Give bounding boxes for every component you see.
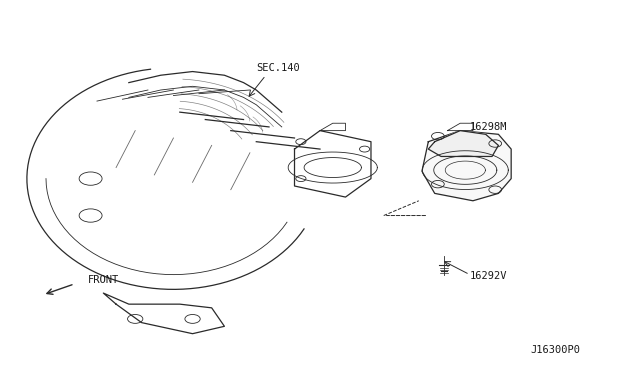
Text: J16300P0: J16300P0 <box>531 345 580 355</box>
Text: FRONT: FRONT <box>88 275 118 285</box>
Polygon shape <box>422 131 511 201</box>
Polygon shape <box>428 131 499 157</box>
Text: 16292V: 16292V <box>470 272 508 282</box>
Text: 16298M: 16298M <box>470 122 508 132</box>
Text: SEC.140: SEC.140 <box>257 63 300 73</box>
